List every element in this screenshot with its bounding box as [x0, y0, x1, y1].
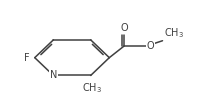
Text: CH$_3$: CH$_3$ [82, 81, 102, 95]
Text: F: F [24, 53, 30, 63]
Text: CH$_3$: CH$_3$ [164, 26, 183, 40]
Text: O: O [146, 41, 154, 51]
Text: O: O [120, 23, 128, 33]
Text: N: N [50, 70, 57, 80]
